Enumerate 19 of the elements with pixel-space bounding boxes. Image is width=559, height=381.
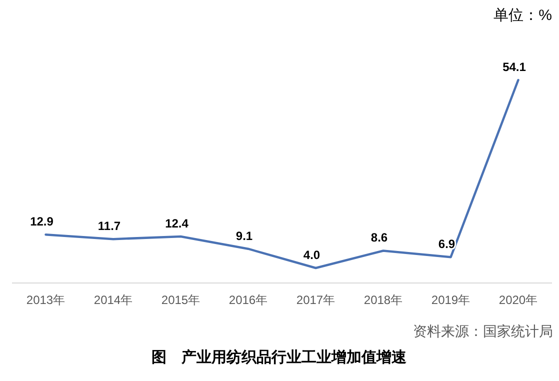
x-tick-label: 2018年 <box>364 293 403 307</box>
x-tick-label: 2020年 <box>498 293 538 307</box>
data-label: 12.9 <box>30 214 54 229</box>
x-tick-label: 2013年 <box>26 293 66 307</box>
x-tick-label: 2019年 <box>431 293 470 307</box>
data-label: 9.1 <box>236 228 253 243</box>
data-label: 4.0 <box>303 248 320 262</box>
data-label: 11.7 <box>98 219 121 234</box>
data-label: 12.4 <box>165 216 189 230</box>
x-tick-label: 2014年 <box>94 293 133 307</box>
text: 图 产业用纺织品行业工业增加值增速 <box>152 348 408 366</box>
text: 单位：% <box>494 7 552 24</box>
data-label: 8.6 <box>370 230 388 245</box>
text: 资料来源：国家统计局 <box>413 323 553 339</box>
data-label: 54.1 <box>502 60 526 74</box>
x-tick-label: 2015年 <box>161 293 200 307</box>
data-label: 6.9 <box>438 237 456 252</box>
x-tick-label: 2016年 <box>228 293 268 307</box>
x-tick-label: 2017年 <box>296 293 336 307</box>
